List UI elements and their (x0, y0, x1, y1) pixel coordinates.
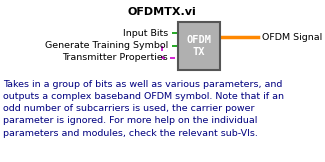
Text: OFDM Signal: OFDM Signal (262, 33, 322, 41)
Text: OFDM
TX: OFDM TX (187, 35, 212, 57)
Bar (178, 22, 220, 70)
Text: Transmitter Properties: Transmitter Properties (62, 53, 168, 63)
Text: OFDMTX.vi: OFDMTX.vi (128, 7, 196, 17)
Text: Input Bits: Input Bits (123, 29, 168, 37)
Text: Takes in a group of bits as well as various parameters, and
outputs a complex ba: Takes in a group of bits as well as vari… (3, 80, 284, 138)
Text: Generate Training Symbol: Generate Training Symbol (45, 41, 168, 51)
